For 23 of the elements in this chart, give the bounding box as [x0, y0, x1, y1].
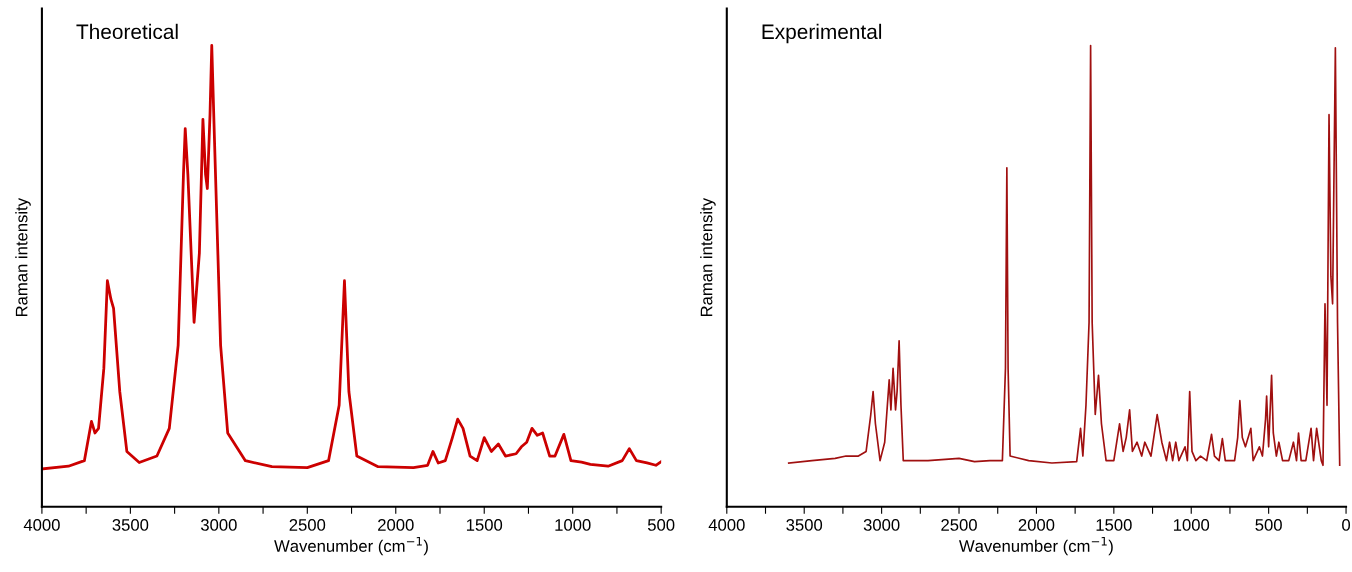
x-tick-label: 3000 — [200, 519, 237, 531]
x-tick-label: 1000 — [555, 519, 591, 531]
x-tick-label: 3000 — [863, 519, 900, 531]
x-tick-label: 1500 — [466, 519, 503, 531]
y-axis-title: Raman intensity — [15, 197, 31, 317]
x-tick-label: 2500 — [289, 519, 326, 531]
x-tick-label: 500 — [647, 519, 675, 531]
chart-title: Experimental — [762, 23, 882, 44]
x-tick-label: 500 — [1255, 519, 1282, 531]
x-tick-label: 2500 — [941, 519, 977, 531]
x-tick-label: 3500 — [112, 519, 149, 531]
x-tick-label: 0 — [1342, 519, 1351, 531]
x-tick-label: 4000 — [23, 519, 60, 531]
x-tick-label: 2000 — [1018, 519, 1055, 531]
y-axis-title: Raman intensity — [700, 197, 716, 317]
x-tick-label: 1500 — [1096, 519, 1132, 531]
x-axis-title: Wavenumber (cm$^{−1}$) — [959, 536, 1113, 556]
x-axis-title: Wavenumber (cm$^{−1}$) — [274, 536, 428, 556]
chart-title: Theoretical — [76, 23, 178, 40]
x-tick-label: 4000 — [708, 519, 745, 531]
x-tick-label: 1000 — [1173, 519, 1210, 531]
x-tick-label: 2000 — [378, 519, 414, 531]
x-tick-label: 3500 — [786, 519, 823, 531]
